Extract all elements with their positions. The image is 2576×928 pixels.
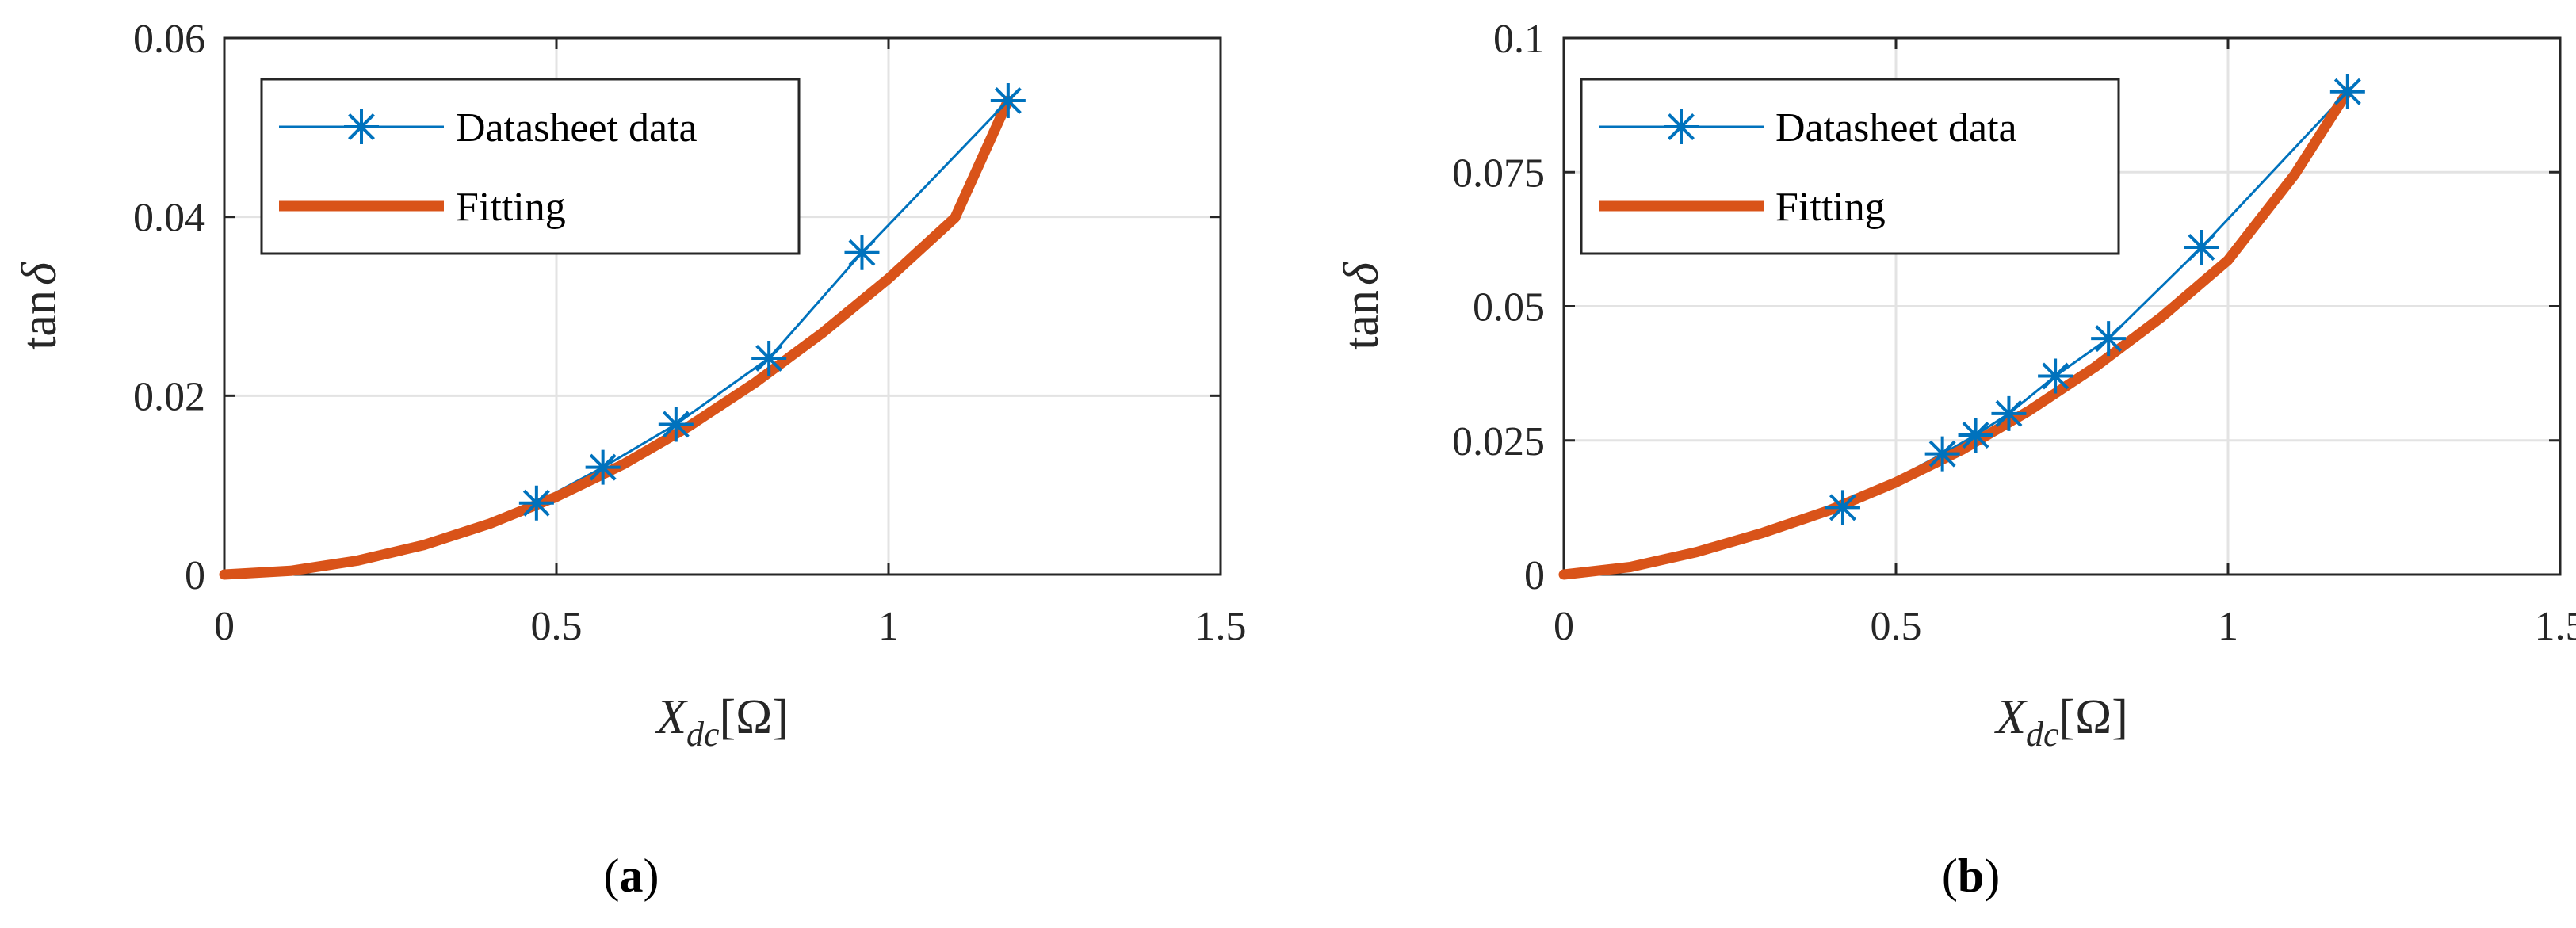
datasheet-point [751, 340, 787, 376]
datasheet-point [1924, 436, 1960, 472]
y-tick-label: 0.06 [133, 17, 205, 62]
x-tick-label: 0 [1554, 604, 1574, 649]
fitting-line [1558, 86, 2353, 580]
x-axis-label: Xdc[Ω] [654, 690, 789, 754]
datasheet-point [990, 82, 1026, 118]
y-tick-label: 0.05 [1473, 285, 1545, 330]
y-tick-label: 0 [1524, 553, 1545, 598]
y-tick-label: 0.025 [1452, 419, 1545, 464]
x-tick-label: 0.5 [1871, 604, 1922, 649]
x-tick-label: 1 [2218, 604, 2238, 649]
y-tick-label: 0.075 [1452, 151, 1545, 196]
datasheet-point [2184, 230, 2219, 265]
x-axis-label: Xdc[Ω] [1993, 690, 2128, 754]
datasheet-point [2038, 358, 2073, 394]
datasheet-point [844, 235, 880, 270]
datasheet-point [585, 449, 621, 485]
x-tick-label: 1.5 [1195, 604, 1247, 649]
axes-box [223, 36, 1222, 576]
legend-label: Fitting [456, 185, 566, 230]
panel-label: (b) [1942, 850, 2000, 902]
datasheet-line [536, 99, 1009, 505]
datasheet-point [518, 485, 554, 521]
datasheet-point [1825, 490, 1860, 525]
legend-marker-datasheet [1664, 109, 1699, 144]
y-tick-label: 0.02 [133, 374, 205, 419]
y-axis-label: tanδ [13, 262, 67, 350]
legend: Datasheet data Fitting [1580, 78, 2120, 255]
y-tick-label: 0.1 [1493, 17, 1545, 62]
panel-label: (a) [604, 850, 659, 902]
datasheet-point [1991, 395, 2027, 431]
legend: Datasheet data Fitting [260, 78, 801, 255]
legend-box [260, 78, 801, 255]
datasheet-point [2091, 321, 2127, 357]
y-tick-label: 0.04 [133, 196, 205, 241]
x-tick-label: 0.5 [531, 604, 583, 649]
legend-label: Fitting [1775, 185, 1886, 230]
x-tick-label: 1.5 [2535, 604, 2576, 649]
legend-box [1580, 78, 2120, 255]
legend-marker-datasheet [344, 109, 379, 144]
y-tick-label: 0 [185, 553, 205, 598]
x-tick-label: 1 [878, 604, 899, 649]
panel-b: 0 0.5 1 1.5 0 0.025 0.05 0.075 0.1 Datasheet data… [1335, 17, 2576, 902]
legend-label: Datasheet data [456, 105, 698, 151]
y-axis-label: tanδ [1335, 262, 1389, 350]
datasheet-point [1958, 417, 1993, 453]
datasheet-line [1842, 90, 2349, 509]
panel-a: 0 0.5 1 1.5 0 0.02 0.04 0.06 Datasheet data Fitti… [13, 17, 1247, 902]
x-tick-label: 0 [214, 604, 235, 649]
legend-label: Datasheet data [1775, 105, 2017, 151]
datasheet-point [2329, 74, 2365, 109]
datasheet-point [658, 407, 694, 442]
fitting-line [219, 95, 1014, 580]
